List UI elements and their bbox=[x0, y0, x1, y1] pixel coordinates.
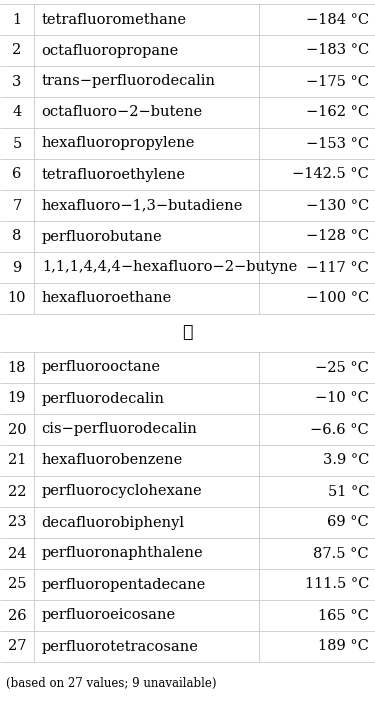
Text: perfluoropentadecane: perfluoropentadecane bbox=[42, 578, 206, 591]
Text: 4: 4 bbox=[12, 106, 21, 119]
Text: 27: 27 bbox=[8, 639, 26, 654]
Text: octafluoro−2−butene: octafluoro−2−butene bbox=[42, 106, 203, 119]
Text: perfluoroeicosane: perfluoroeicosane bbox=[42, 608, 176, 623]
Text: 7: 7 bbox=[12, 199, 21, 212]
Text: 69 °C: 69 °C bbox=[327, 516, 369, 530]
Text: hexafluorobenzene: hexafluorobenzene bbox=[42, 453, 183, 468]
Text: hexafluoro−1,3−butadiene: hexafluoro−1,3−butadiene bbox=[42, 199, 243, 212]
Text: perfluoronaphthalene: perfluoronaphthalene bbox=[42, 546, 203, 561]
Text: 25: 25 bbox=[8, 578, 26, 591]
Text: 21: 21 bbox=[8, 453, 26, 468]
Text: perfluorobutane: perfluorobutane bbox=[42, 230, 162, 244]
Text: 87.5 °C: 87.5 °C bbox=[314, 546, 369, 561]
Text: −162 °C: −162 °C bbox=[306, 106, 369, 119]
Text: trans−perfluorodecalin: trans−perfluorodecalin bbox=[42, 74, 216, 89]
Text: −175 °C: −175 °C bbox=[306, 74, 369, 89]
Text: tetrafluoromethane: tetrafluoromethane bbox=[42, 12, 187, 26]
Text: 3: 3 bbox=[12, 74, 21, 89]
Text: 3.9 °C: 3.9 °C bbox=[322, 453, 369, 468]
Text: 10: 10 bbox=[8, 292, 26, 305]
Text: tetrafluoroethylene: tetrafluoroethylene bbox=[42, 167, 186, 182]
Text: −142.5 °C: −142.5 °C bbox=[292, 167, 369, 182]
Text: 1,1,1,4,4,4−hexafluoro−2−butyne: 1,1,1,4,4,4−hexafluoro−2−butyne bbox=[42, 260, 297, 275]
Text: −100 °C: −100 °C bbox=[306, 292, 369, 305]
Text: 111.5 °C: 111.5 °C bbox=[304, 578, 369, 591]
Text: cis−perfluorodecalin: cis−perfluorodecalin bbox=[42, 423, 198, 436]
Text: perfluorotetracosane: perfluorotetracosane bbox=[42, 639, 199, 654]
Text: 1: 1 bbox=[12, 12, 21, 26]
Text: 22: 22 bbox=[8, 485, 26, 498]
Text: ⋮: ⋮ bbox=[182, 325, 193, 342]
Text: perfluorodecalin: perfluorodecalin bbox=[42, 392, 165, 405]
Text: 51 °C: 51 °C bbox=[327, 485, 369, 498]
Text: −183 °C: −183 °C bbox=[306, 44, 369, 57]
Text: octafluoropropane: octafluoropropane bbox=[42, 44, 179, 57]
Text: decafluorobiphenyl: decafluorobiphenyl bbox=[42, 516, 185, 530]
Text: 9: 9 bbox=[12, 260, 21, 275]
Text: hexafluoroethane: hexafluoroethane bbox=[42, 292, 172, 305]
Text: hexafluoropropylene: hexafluoropropylene bbox=[42, 137, 195, 150]
Text: −10 °C: −10 °C bbox=[315, 392, 369, 405]
Text: perfluorocyclohexane: perfluorocyclohexane bbox=[42, 485, 203, 498]
Text: 5: 5 bbox=[12, 137, 21, 150]
Text: −6.6 °C: −6.6 °C bbox=[310, 423, 369, 436]
Text: (based on 27 values; 9 unavailable): (based on 27 values; 9 unavailable) bbox=[6, 676, 216, 689]
Text: −128 °C: −128 °C bbox=[306, 230, 369, 244]
Text: 6: 6 bbox=[12, 167, 21, 182]
Text: 23: 23 bbox=[8, 516, 26, 530]
Text: 20: 20 bbox=[8, 423, 26, 436]
Text: −184 °C: −184 °C bbox=[306, 12, 369, 26]
Text: perfluorooctane: perfluorooctane bbox=[42, 360, 161, 375]
Text: 24: 24 bbox=[8, 546, 26, 561]
Text: 19: 19 bbox=[8, 392, 26, 405]
Text: 189 °C: 189 °C bbox=[318, 639, 369, 654]
Text: −130 °C: −130 °C bbox=[306, 199, 369, 212]
Text: 8: 8 bbox=[12, 230, 21, 244]
Text: −153 °C: −153 °C bbox=[306, 137, 369, 150]
Text: 2: 2 bbox=[12, 44, 21, 57]
Text: 165 °C: 165 °C bbox=[318, 608, 369, 623]
Text: 26: 26 bbox=[8, 608, 26, 623]
Text: 18: 18 bbox=[8, 360, 26, 375]
Text: −25 °C: −25 °C bbox=[315, 360, 369, 375]
Text: −117 °C: −117 °C bbox=[306, 260, 369, 275]
